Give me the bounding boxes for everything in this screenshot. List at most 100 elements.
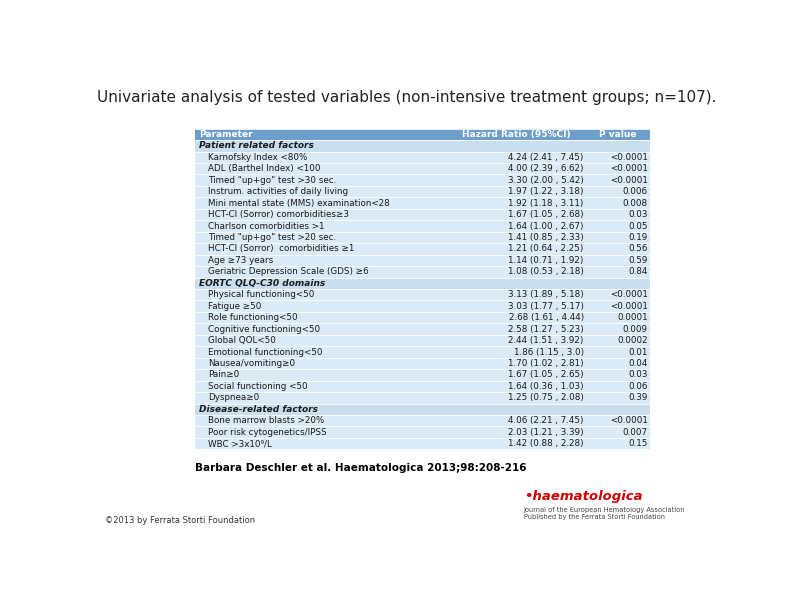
Text: ADL (Barthel Index) <100: ADL (Barthel Index) <100 <box>208 164 321 173</box>
Text: Disease-related factors: Disease-related factors <box>199 405 318 414</box>
Bar <box>195 335 650 346</box>
Text: Nausea/vomiting≥0: Nausea/vomiting≥0 <box>208 359 295 368</box>
Text: Global QOL<50: Global QOL<50 <box>208 336 276 345</box>
Text: 1.97 (1.22 , 3.18): 1.97 (1.22 , 3.18) <box>508 187 584 196</box>
Text: Social functioning <50: Social functioning <50 <box>208 382 308 391</box>
Bar <box>195 220 650 232</box>
Text: Charlson comorbidities >1: Charlson comorbidities >1 <box>208 221 325 230</box>
Bar <box>195 369 650 381</box>
Text: 0.01: 0.01 <box>628 347 648 356</box>
Text: 1.67 (1.05 , 2.68): 1.67 (1.05 , 2.68) <box>508 210 584 219</box>
Text: 0.56: 0.56 <box>628 245 648 253</box>
Text: ©2013 by Ferrata Storti Foundation: ©2013 by Ferrata Storti Foundation <box>106 516 256 525</box>
Text: Physical functioning<50: Physical functioning<50 <box>208 290 314 299</box>
Text: Karnofsky Index <80%: Karnofsky Index <80% <box>208 153 307 162</box>
Bar <box>195 438 650 449</box>
Text: <0.0001: <0.0001 <box>610 416 648 425</box>
Bar <box>195 324 650 335</box>
Bar <box>195 209 650 220</box>
Text: 0.19: 0.19 <box>628 233 648 242</box>
Bar <box>195 174 650 186</box>
Bar <box>195 152 650 163</box>
Text: Fatigue ≥50: Fatigue ≥50 <box>208 302 261 311</box>
Text: <0.0001: <0.0001 <box>610 153 648 162</box>
Text: 1.70 (1.02 , 2.81): 1.70 (1.02 , 2.81) <box>508 359 584 368</box>
Text: 0.59: 0.59 <box>628 256 648 265</box>
Text: Hazard Ratio (95%CI): Hazard Ratio (95%CI) <box>462 130 571 139</box>
Text: 1.86 (1.15 , 3.0): 1.86 (1.15 , 3.0) <box>514 347 584 356</box>
Text: HCT-CI (Sorror)  comorbidities ≥1: HCT-CI (Sorror) comorbidities ≥1 <box>208 245 355 253</box>
Text: 2.03 (1.21 , 3.39): 2.03 (1.21 , 3.39) <box>508 428 584 437</box>
Text: 1.64 (0.36 , 1.03): 1.64 (0.36 , 1.03) <box>508 382 584 391</box>
Text: 3.30 (2.00 , 5.42): 3.30 (2.00 , 5.42) <box>508 176 584 184</box>
Text: Parameter: Parameter <box>199 130 252 139</box>
Bar <box>195 392 650 403</box>
Text: 1.25 (0.75 , 2.08): 1.25 (0.75 , 2.08) <box>508 393 584 402</box>
Text: 1.08 (0.53 , 2.18): 1.08 (0.53 , 2.18) <box>508 267 584 276</box>
Text: Instrum. activities of daily living: Instrum. activities of daily living <box>208 187 349 196</box>
Bar <box>195 346 650 358</box>
Bar <box>195 243 650 255</box>
Text: Emotional functioning<50: Emotional functioning<50 <box>208 347 322 356</box>
Text: •haematologica: •haematologica <box>524 490 642 503</box>
Text: 1.42 (0.88 , 2.28): 1.42 (0.88 , 2.28) <box>508 439 584 448</box>
Text: 0.03: 0.03 <box>628 371 648 380</box>
Bar <box>195 289 650 300</box>
Bar <box>195 415 650 427</box>
Bar <box>195 186 650 198</box>
Text: 4.06 (2.21 , 7.45): 4.06 (2.21 , 7.45) <box>508 416 584 425</box>
Bar <box>195 232 650 243</box>
Text: 0.84: 0.84 <box>628 267 648 276</box>
Text: Bone marrow blasts >20%: Bone marrow blasts >20% <box>208 416 325 425</box>
Text: WBC >3x10⁹/L: WBC >3x10⁹/L <box>208 439 272 448</box>
Bar <box>195 140 650 152</box>
Text: Univariate analysis of tested variables (non-intensive treatment groups; n=107).: Univariate analysis of tested variables … <box>97 90 717 105</box>
Bar <box>195 198 650 209</box>
Text: 1.67 (1.05 , 2.65): 1.67 (1.05 , 2.65) <box>508 371 584 380</box>
Text: <0.0001: <0.0001 <box>610 302 648 311</box>
Text: 0.008: 0.008 <box>622 199 648 208</box>
Text: 0.006: 0.006 <box>622 187 648 196</box>
Text: Timed "up+go" test >20 sec.: Timed "up+go" test >20 sec. <box>208 233 337 242</box>
Text: <0.0001: <0.0001 <box>610 164 648 173</box>
Text: Published by the Ferrata Storti Foundation: Published by the Ferrata Storti Foundati… <box>524 513 665 519</box>
Bar <box>195 163 650 174</box>
Text: EORTC QLQ-C30 domains: EORTC QLQ-C30 domains <box>199 279 326 288</box>
Text: Geriatric Depression Scale (GDS) ≥6: Geriatric Depression Scale (GDS) ≥6 <box>208 267 368 276</box>
Text: 3.03 (1.77 , 5.17): 3.03 (1.77 , 5.17) <box>508 302 584 311</box>
Text: 0.03: 0.03 <box>628 210 648 219</box>
Text: Journal of the European Hematology Association: Journal of the European Hematology Assoc… <box>524 507 685 513</box>
Text: Mini mental state (MMS) examination<28: Mini mental state (MMS) examination<28 <box>208 199 390 208</box>
Text: Patient related factors: Patient related factors <box>199 142 314 151</box>
Text: 0.007: 0.007 <box>622 428 648 437</box>
Bar <box>195 266 650 278</box>
Text: 2.68 (1.61 , 4.44): 2.68 (1.61 , 4.44) <box>508 313 584 322</box>
Bar <box>195 312 650 324</box>
Text: 2.58 (1.27 , 5.23): 2.58 (1.27 , 5.23) <box>508 325 584 334</box>
Text: 0.04: 0.04 <box>628 359 648 368</box>
Bar <box>195 427 650 438</box>
Bar <box>195 358 650 369</box>
Bar <box>195 381 650 392</box>
Text: 0.0001: 0.0001 <box>617 313 648 322</box>
Text: HCT-CI (Sorror) comorbidities≥3: HCT-CI (Sorror) comorbidities≥3 <box>208 210 349 219</box>
Text: 4.24 (2.41 , 7.45): 4.24 (2.41 , 7.45) <box>508 153 584 162</box>
Text: 0.0002: 0.0002 <box>617 336 648 345</box>
Text: Pain≥0: Pain≥0 <box>208 371 240 380</box>
Text: 0.009: 0.009 <box>622 325 648 334</box>
Bar <box>195 300 650 312</box>
Text: 1.41 (0.85 , 2.33): 1.41 (0.85 , 2.33) <box>508 233 584 242</box>
Text: 4.00 (2.39 , 6.62): 4.00 (2.39 , 6.62) <box>508 164 584 173</box>
Text: 1.64 (1.00 , 2.67): 1.64 (1.00 , 2.67) <box>508 221 584 230</box>
Text: 1.21 (0.64 , 2.25): 1.21 (0.64 , 2.25) <box>508 245 584 253</box>
Bar <box>195 278 650 289</box>
Text: 2.44 (1.51 , 3.92): 2.44 (1.51 , 3.92) <box>508 336 584 345</box>
Text: 0.06: 0.06 <box>628 382 648 391</box>
Text: <0.0001: <0.0001 <box>610 290 648 299</box>
Text: Role functioning<50: Role functioning<50 <box>208 313 298 322</box>
Text: Barbara Deschler et al. Haematologica 2013;98:208-216: Barbara Deschler et al. Haematologica 20… <box>195 463 526 473</box>
Bar <box>195 255 650 266</box>
Text: Timed "up+go" test >30 sec.: Timed "up+go" test >30 sec. <box>208 176 337 184</box>
Text: 3.13 (1.89 , 5.18): 3.13 (1.89 , 5.18) <box>508 290 584 299</box>
Bar <box>195 403 650 415</box>
